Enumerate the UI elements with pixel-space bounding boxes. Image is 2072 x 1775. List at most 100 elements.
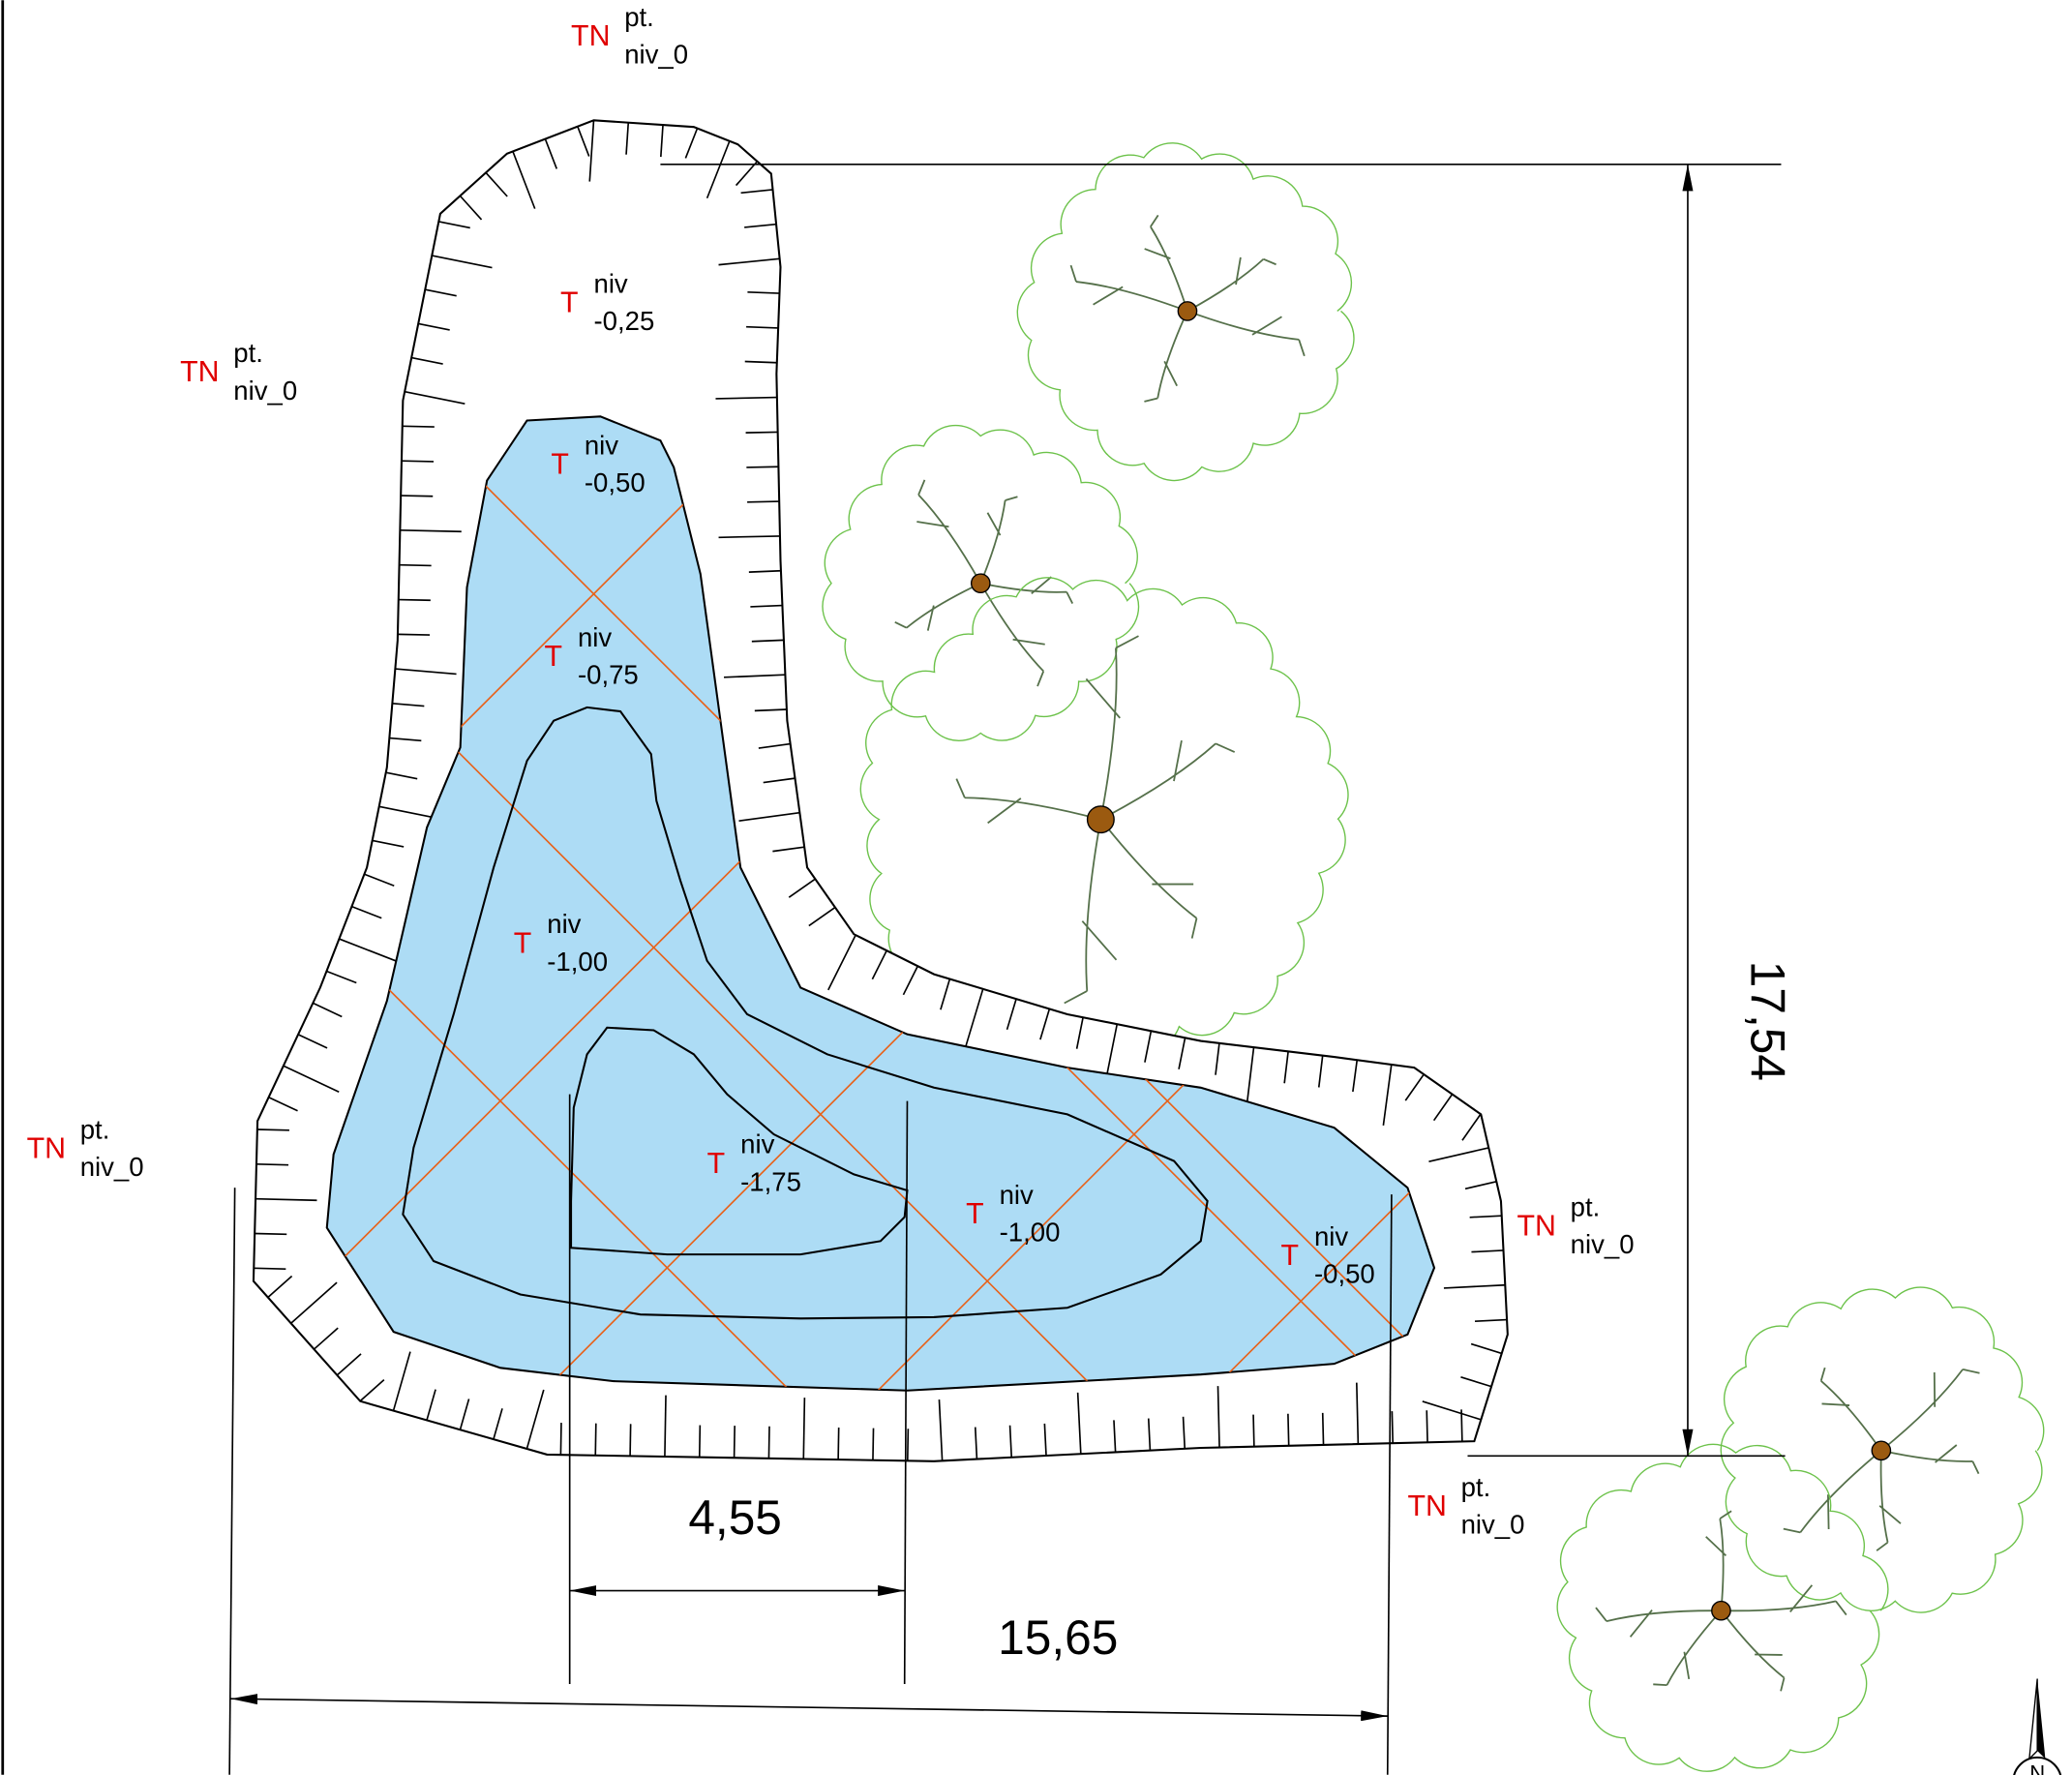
label-line: -1,75 <box>740 1166 801 1196</box>
tree-branch <box>1085 635 1139 820</box>
tree-branch <box>1819 1367 1882 1452</box>
tree-branch <box>1099 739 1236 821</box>
slope-tick <box>763 777 796 784</box>
ground-level-label: TN pt. niv_0 <box>180 338 297 406</box>
slope-tick <box>512 151 536 209</box>
slope-tick <box>788 878 816 898</box>
tree-branch <box>1186 256 1276 313</box>
tree-branch <box>1144 214 1188 312</box>
slope-tick <box>351 905 382 919</box>
slope-tick <box>313 1327 339 1350</box>
water-area <box>325 415 1436 1392</box>
slope-tick <box>256 1128 289 1131</box>
slope-tick <box>758 742 791 749</box>
ground-level-label: TN pt. niv_0 <box>1516 1192 1634 1260</box>
tree-branch <box>1144 311 1188 403</box>
slope-tick <box>588 120 595 182</box>
slope-tick <box>544 138 558 169</box>
slope-tick <box>715 396 777 400</box>
slope-tick <box>459 195 483 221</box>
north-circle <box>2013 1756 2062 1775</box>
label-line: -0,25 <box>593 306 654 336</box>
slope-tick <box>1428 1147 1489 1162</box>
tree-branch <box>894 582 981 631</box>
slope-tick <box>398 598 431 602</box>
slope-tick <box>326 970 357 984</box>
slope-tick <box>255 1197 317 1202</box>
slope-tick <box>724 674 786 678</box>
extension-line <box>903 1100 909 1685</box>
tree-branch <box>1099 819 1198 939</box>
slope-tick <box>974 1427 978 1459</box>
slope-tick <box>1460 1409 1463 1442</box>
slope-tick <box>378 805 440 820</box>
label-line: pt. <box>624 2 654 32</box>
slope-tick <box>735 161 759 187</box>
tree-branch <box>1880 1369 1980 1452</box>
slope-tick <box>411 356 443 365</box>
slope-tick <box>1043 1423 1047 1457</box>
ground-level-label: TN pt. niv_0 <box>571 2 688 70</box>
tree-canopy <box>822 424 1140 741</box>
tree-branch <box>980 576 1074 604</box>
ground-level-label: TN pt. niv_0 <box>27 1115 144 1183</box>
slope-tick <box>1464 1181 1497 1190</box>
slope-tick <box>1469 1215 1502 1218</box>
label-line: niv <box>585 430 618 460</box>
slope-tick <box>871 949 887 980</box>
tree-branch <box>1720 1610 1786 1692</box>
label-prefix: T <box>707 1148 726 1180</box>
label-prefix: TN <box>571 20 610 52</box>
slope-tick <box>745 431 778 434</box>
tree-branch <box>1783 1450 1882 1534</box>
slope-tick <box>405 390 465 405</box>
label-prefix: TN <box>27 1133 66 1165</box>
slope-tick <box>426 1389 436 1421</box>
slope-tick <box>1470 1342 1502 1355</box>
slope-tick <box>750 604 783 608</box>
trees <box>822 142 2045 1772</box>
label-line: pt. <box>80 1115 110 1145</box>
slope-tick <box>1147 1418 1152 1451</box>
tree-branch <box>1653 1610 1723 1687</box>
slope-tick <box>1008 1425 1013 1458</box>
slope-tick <box>1461 1113 1482 1141</box>
slope-tick <box>1474 1318 1508 1323</box>
label-line: pt. <box>233 338 263 368</box>
slope-tick <box>1039 1008 1051 1040</box>
tree <box>1016 142 1355 482</box>
slope-tick <box>1404 1073 1425 1101</box>
slope-tick <box>267 1275 293 1299</box>
slope-tick <box>733 1426 736 1459</box>
slope-tick <box>255 1232 287 1236</box>
label-line: -0,50 <box>1314 1258 1375 1288</box>
extension-line <box>228 1188 236 1775</box>
slope-tick <box>1178 1038 1186 1069</box>
slope-tick <box>336 1353 362 1376</box>
slope-tick <box>664 1395 667 1458</box>
slope-tick <box>1216 1386 1220 1448</box>
slope-tick <box>746 466 779 468</box>
slope-tick <box>1246 1047 1255 1109</box>
slope-tick <box>684 128 699 159</box>
slope-tick <box>740 189 773 195</box>
tree-trunk <box>1177 301 1198 321</box>
slope-tick <box>392 702 425 707</box>
slope-tick <box>459 1399 470 1430</box>
slope-tick <box>401 460 435 463</box>
slope-tick <box>432 255 493 269</box>
slope-tick <box>1443 1283 1506 1289</box>
slope-tick <box>964 988 984 1048</box>
slope-tick <box>290 1281 338 1324</box>
label-line: niv <box>740 1129 774 1159</box>
tree <box>1556 1443 1889 1772</box>
label-prefix: T <box>1280 1240 1299 1272</box>
tree-branch <box>1876 1450 1902 1551</box>
slope-tick <box>268 1096 298 1112</box>
label-line: -0,75 <box>578 659 639 689</box>
slope-tick <box>625 122 630 155</box>
slope-tick <box>1321 1412 1325 1445</box>
